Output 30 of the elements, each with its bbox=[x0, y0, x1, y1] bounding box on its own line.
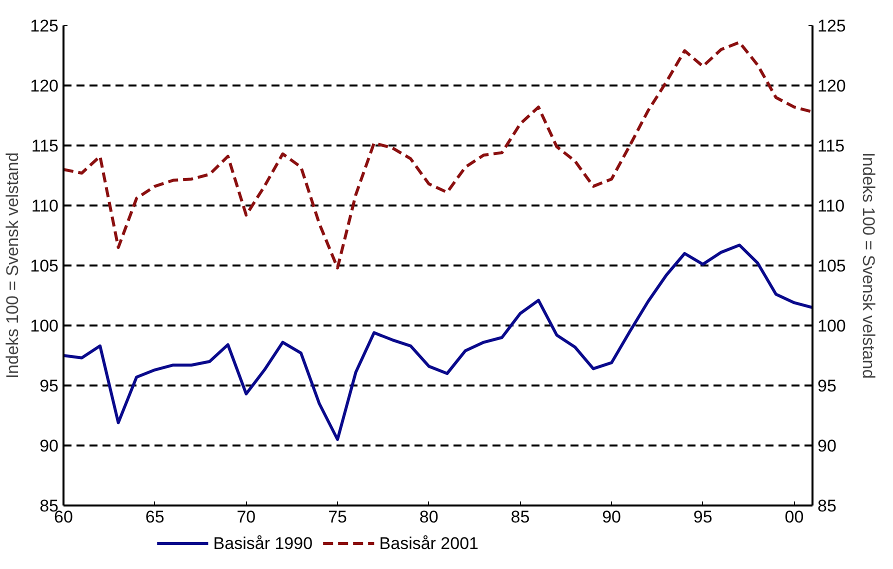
y2-tick-label: 110 bbox=[818, 196, 845, 216]
legend-label: Basisår 2001 bbox=[379, 534, 479, 553]
y2-axis-title: Indeks 100 = Svensk velstand bbox=[858, 152, 878, 379]
y2-tick-label: 105 bbox=[818, 256, 846, 276]
y2-tick-label: 120 bbox=[818, 76, 846, 96]
legend-label: Basisår 1990 bbox=[213, 534, 313, 553]
x-tick-label: 85 bbox=[510, 508, 530, 526]
y-tick-label: 105 bbox=[30, 256, 59, 276]
x-tick-label: 70 bbox=[236, 508, 256, 526]
y-axis-title: Indeks 100 = Svensk velstand bbox=[3, 152, 22, 379]
y2-tick-label: 90 bbox=[818, 436, 836, 456]
x-tick-label: 65 bbox=[145, 508, 164, 526]
y-tick-label: 95 bbox=[40, 376, 59, 396]
y2-tick-label: 125 bbox=[818, 16, 846, 36]
line-series bbox=[64, 244, 812, 441]
y-tick-label: 115 bbox=[31, 136, 59, 156]
x-tick-label: 95 bbox=[693, 508, 712, 526]
y-tick-label: 90 bbox=[40, 436, 59, 456]
x-tick-label: 80 bbox=[419, 508, 438, 526]
y-tick-label: 100 bbox=[30, 316, 59, 336]
x-tick-label: 90 bbox=[602, 508, 622, 526]
x-tick-label: 75 bbox=[328, 508, 347, 526]
x-tick-label: 00 bbox=[784, 508, 804, 526]
y2-tick-label: 115 bbox=[818, 136, 845, 156]
line-series bbox=[64, 40, 812, 270]
y2-tick-label: 100 bbox=[818, 316, 846, 336]
y2-tick-label: 95 bbox=[818, 376, 836, 396]
y-tick-label: 125 bbox=[30, 16, 59, 36]
y-tick-label: 120 bbox=[30, 76, 59, 96]
y-tick-label: 110 bbox=[31, 196, 59, 216]
